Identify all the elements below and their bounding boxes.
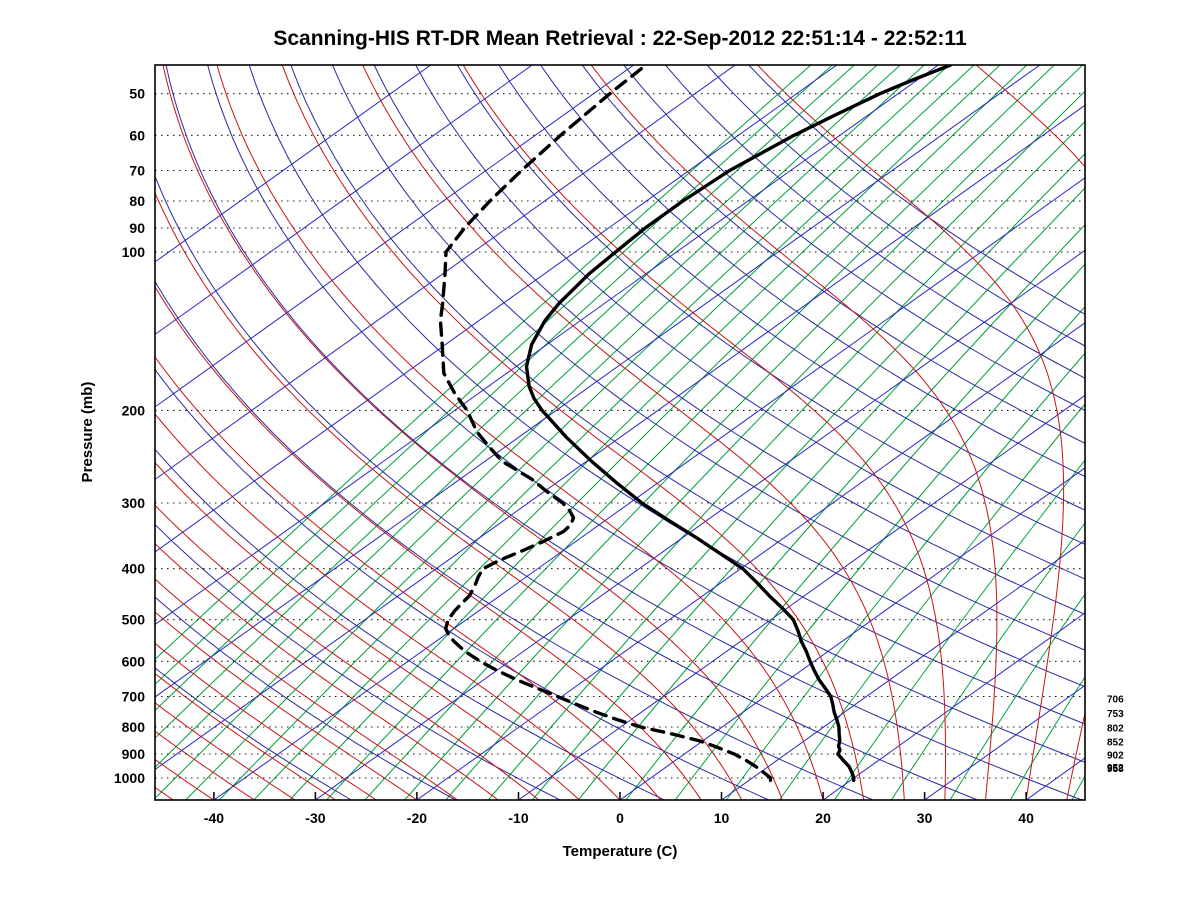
y-tick-label: 500 bbox=[122, 612, 146, 628]
chart-title: Scanning-HIS RT-DR Mean Retrieval : 22-S… bbox=[273, 27, 967, 50]
x-axis-label: Temperature (C) bbox=[563, 843, 678, 860]
x-tick-label: -40 bbox=[204, 810, 224, 826]
right-level-label: 753 bbox=[1107, 709, 1124, 720]
dew_point-profile-line bbox=[438, 65, 773, 782]
y-tick-label: 600 bbox=[122, 653, 146, 669]
x-tick-label: -20 bbox=[407, 810, 427, 826]
y-tick-label: 700 bbox=[122, 689, 146, 705]
y-tick-label: 900 bbox=[122, 746, 146, 762]
right-level-label: 958 bbox=[1107, 764, 1124, 775]
right-level-label: 852 bbox=[1107, 737, 1124, 748]
x-tick-label: -10 bbox=[508, 810, 528, 826]
y-tick-label: 90 bbox=[129, 220, 145, 236]
temperature-profile-line bbox=[524, 65, 953, 782]
moist-adiabat-lines bbox=[155, 65, 1085, 800]
y-tick-label: 1000 bbox=[114, 770, 145, 786]
sounding-profiles bbox=[438, 65, 953, 782]
right-level-label: 902 bbox=[1107, 751, 1124, 762]
y-tick-label: 200 bbox=[122, 402, 146, 418]
x-tick-label: 40 bbox=[1018, 810, 1034, 826]
plot-border bbox=[154, 64, 1086, 801]
y-tick-label: 800 bbox=[122, 719, 146, 735]
y-tick-label: 400 bbox=[122, 561, 146, 577]
x-tick-label: -30 bbox=[305, 810, 325, 826]
x-tick-label: 30 bbox=[917, 810, 933, 826]
pressure-gridlines bbox=[155, 93, 1085, 779]
x-tick-label: 0 bbox=[616, 810, 624, 826]
right-level-label: 802 bbox=[1107, 724, 1124, 735]
x-tick-label: 20 bbox=[815, 810, 831, 826]
y-tick-label: 80 bbox=[129, 193, 145, 209]
y-axis-label: Pressure (mb) bbox=[79, 382, 96, 483]
y-tick-label: 60 bbox=[129, 127, 145, 143]
y-tick-label: 50 bbox=[129, 86, 145, 102]
dry-adiabat-lines bbox=[155, 65, 1085, 800]
y-tick-label: 70 bbox=[129, 163, 145, 179]
x-tick-label: 10 bbox=[714, 810, 730, 826]
isotherm-lines bbox=[155, 65, 1085, 800]
right-level-label: 706 bbox=[1107, 695, 1124, 706]
right-level-label: 952 bbox=[1107, 763, 1124, 774]
y-tick-label: 100 bbox=[122, 244, 146, 260]
axes-ticks-labels: 5060708090100200300400500600700800900100… bbox=[114, 86, 1034, 826]
y-tick-label: 300 bbox=[122, 495, 146, 511]
